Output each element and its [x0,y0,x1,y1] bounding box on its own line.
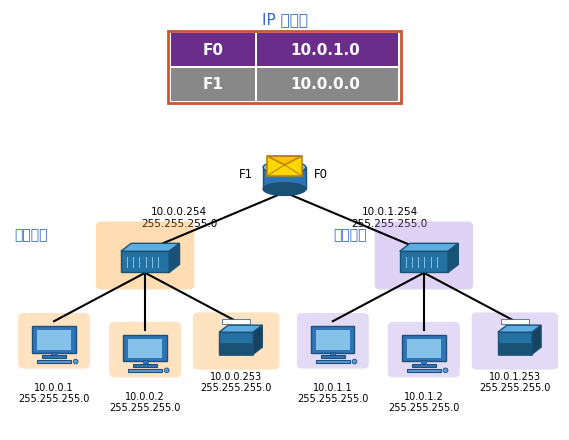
Polygon shape [170,243,179,272]
Bar [171,67,398,101]
Text: 10.0.1.1
255.255.255.0: 10.0.1.1 255.255.255.0 [297,383,369,404]
Bar [255,33,257,101]
FancyBboxPatch shape [297,313,369,369]
Bar [128,369,162,372]
Bar [133,363,157,367]
Bar [316,330,350,349]
Bar [399,251,448,272]
Polygon shape [399,243,459,251]
Text: 10.0.1.2
255.255.255.0: 10.0.1.2 255.255.255.0 [388,392,460,413]
Polygon shape [532,325,541,354]
Bar [123,334,167,361]
Ellipse shape [263,161,306,174]
Ellipse shape [263,183,306,195]
FancyBboxPatch shape [18,313,90,369]
Bar [42,355,66,358]
Bar [421,360,427,364]
Polygon shape [253,325,262,354]
Text: 10.0.1.254
255.255.255.0: 10.0.1.254 255.255.255.0 [352,207,428,229]
Bar [263,167,306,189]
Ellipse shape [443,368,448,373]
Bar [32,326,76,352]
Bar [501,319,529,324]
Polygon shape [121,243,179,251]
FancyBboxPatch shape [109,322,181,378]
Text: F0: F0 [314,168,328,181]
Bar [267,156,302,176]
Bar [168,31,401,103]
Bar [51,352,57,355]
Bar [407,369,441,372]
Bar [121,251,169,272]
Text: 10.0.0.0: 10.0.0.0 [291,77,360,92]
Text: 10.0.0.253
255.255.255.0: 10.0.0.253 255.255.255.0 [200,372,272,393]
Bar [402,334,446,361]
Bar [330,352,336,355]
Bar [219,343,253,356]
Ellipse shape [352,359,357,364]
Bar [498,332,532,354]
Text: F1: F1 [239,168,253,181]
Bar [311,326,354,352]
Polygon shape [498,325,541,332]
Bar [219,332,253,354]
Ellipse shape [164,368,169,373]
Bar [171,33,398,67]
Text: IP 路由表: IP 路由表 [262,12,307,27]
Text: F0: F0 [203,43,223,58]
Bar [316,360,350,363]
Bar [171,66,398,68]
Ellipse shape [73,359,78,364]
Bar [37,330,71,349]
FancyBboxPatch shape [374,221,473,290]
FancyBboxPatch shape [472,312,558,370]
FancyBboxPatch shape [96,221,194,290]
Bar [498,343,532,356]
Text: 回应应答: 回应应答 [333,228,366,242]
Bar [37,360,71,363]
Text: 回应请求: 回应请求 [15,228,48,242]
Text: 10.0.0.254
255.255.255.0: 10.0.0.254 255.255.255.0 [141,207,217,229]
FancyBboxPatch shape [193,312,279,370]
Bar [412,363,436,367]
Bar [222,319,250,324]
Bar [407,339,441,358]
Polygon shape [267,156,302,165]
Bar [128,339,162,358]
FancyBboxPatch shape [388,322,460,378]
Polygon shape [219,325,262,332]
Text: 10.0.1.253
255.255.255.0: 10.0.1.253 255.255.255.0 [479,372,551,393]
Text: 10.0.0.2
255.255.255.0: 10.0.0.2 255.255.255.0 [109,392,181,413]
Bar [142,360,148,364]
Text: 10.0.1.0: 10.0.1.0 [291,43,360,58]
Bar [321,355,345,358]
Text: F1: F1 [203,77,223,92]
Polygon shape [448,243,459,272]
Text: 10.0.0.1
255.255.255.0: 10.0.0.1 255.255.255.0 [18,383,90,404]
